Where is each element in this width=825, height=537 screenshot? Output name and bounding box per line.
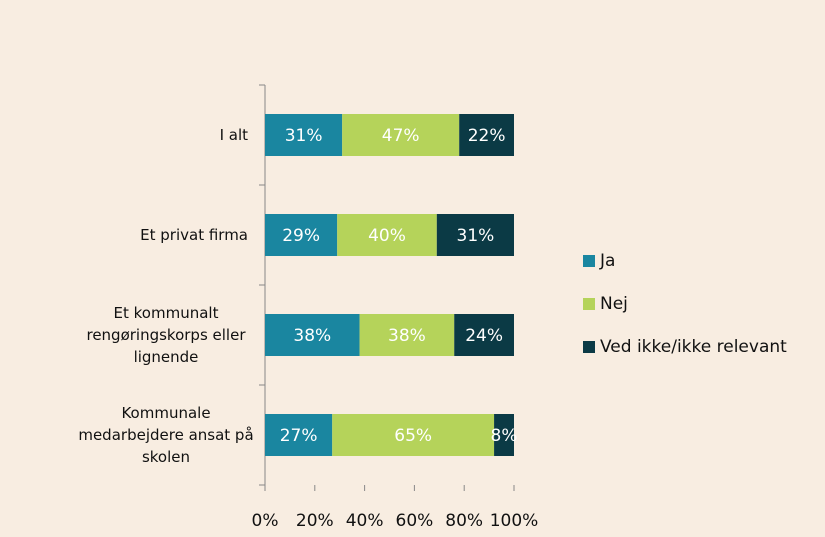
bar-segment xyxy=(265,414,333,456)
x-tick-label: 0% xyxy=(252,511,279,531)
x-tick-label: 20% xyxy=(296,511,334,531)
bar-segment xyxy=(342,114,460,156)
bar-segment xyxy=(436,214,514,256)
data-label: 38% xyxy=(293,326,331,346)
bar-segment xyxy=(265,314,360,356)
data-label: 27% xyxy=(280,426,318,446)
legend-swatch xyxy=(583,298,595,310)
data-label: 38% xyxy=(388,326,426,346)
data-label: 8% xyxy=(491,426,518,446)
bar-segment xyxy=(494,414,514,456)
data-label: 22% xyxy=(468,126,506,146)
bar-segment xyxy=(265,214,338,256)
bar-segment xyxy=(337,214,437,256)
legend-swatch xyxy=(583,341,595,353)
category-label: I alt xyxy=(220,126,249,144)
bar-segment xyxy=(332,414,495,456)
category-label: Kommunale medarbejdere ansat på skolen xyxy=(78,404,253,466)
bar-segment xyxy=(265,114,343,156)
data-label: 31% xyxy=(457,226,495,246)
category-label: Et privat firma xyxy=(140,226,248,244)
category-label: Et kommunalt rengøringskorps eller lignend… xyxy=(86,304,246,366)
x-tick-label: 100% xyxy=(490,511,539,531)
x-tick-label: 80% xyxy=(445,511,483,531)
data-label: 65% xyxy=(394,426,432,446)
bar-segment xyxy=(454,314,514,356)
legend-label: Ved ikke/ikke relevant xyxy=(600,337,787,357)
data-label: 29% xyxy=(282,226,320,246)
bar-segment xyxy=(359,314,455,356)
legend-swatch xyxy=(583,255,595,267)
legend-label: Ja xyxy=(599,251,615,271)
data-label: 47% xyxy=(382,126,420,146)
bar-segment xyxy=(459,114,514,156)
x-tick-label: 40% xyxy=(346,511,384,531)
x-tick-label: 60% xyxy=(396,511,434,531)
data-label: 24% xyxy=(465,326,503,346)
data-label: 31% xyxy=(285,126,323,146)
legend-label: Nej xyxy=(600,294,628,314)
data-label: 40% xyxy=(368,226,406,246)
